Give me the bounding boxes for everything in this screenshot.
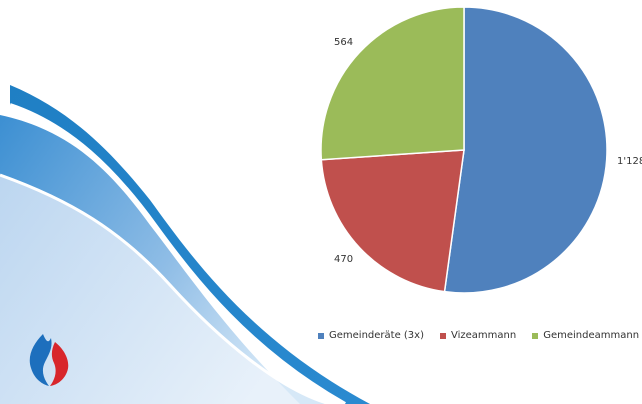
pie-slice-gemeindeammann — [320, 6, 465, 161]
legend-swatch — [440, 332, 446, 339]
data-label-gemeinderaete: 1'128 — [617, 156, 642, 167]
legend-label: Gemeindeammann — [543, 330, 640, 341]
chart-legend: Gemeinderäte (3x) Vizeammann Gemeindeamm… — [318, 330, 642, 341]
data-label-gemeindeammann: 564 — [334, 37, 354, 48]
legend-item-gemeinderaete: Gemeinderäte (3x) — [318, 330, 424, 341]
pie-slice-gemeinderaete — [443, 6, 608, 294]
legend-swatch — [532, 332, 539, 339]
legend-swatch — [318, 332, 324, 339]
legend-label: Gemeinderäte (3x) — [329, 330, 424, 341]
pie-slice-vizeammann — [320, 149, 465, 293]
data-label-vizeammann: 470 — [334, 254, 354, 265]
legend-label: Vizeammann — [451, 330, 517, 341]
legend-item-gemeindeammann: Gemeindeammann — [532, 330, 639, 341]
legend-item-vizeammann: Vizeammann — [440, 330, 516, 341]
flame-logo — [29, 334, 69, 386]
